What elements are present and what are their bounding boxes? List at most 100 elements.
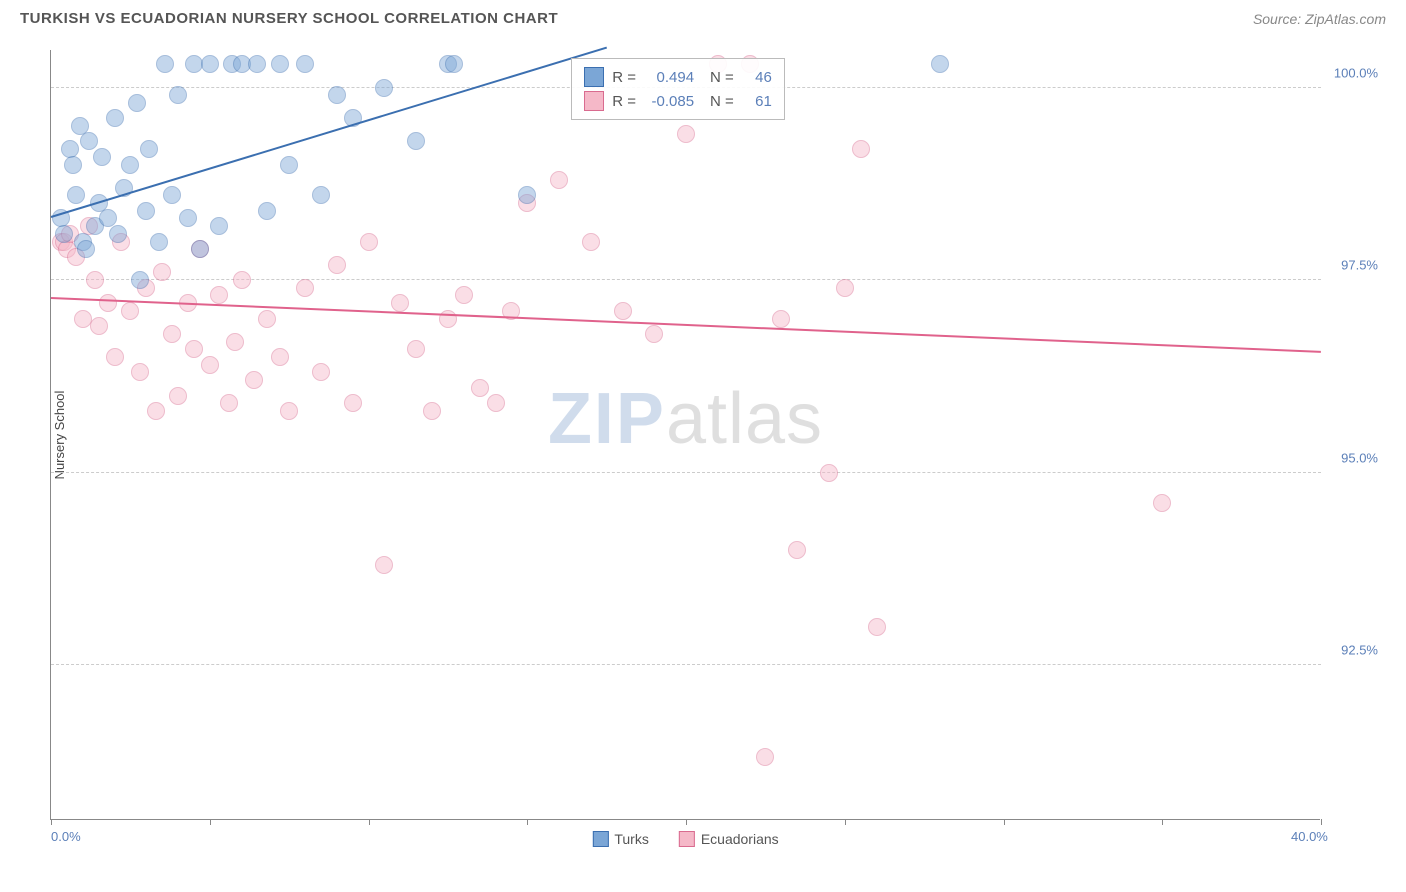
data-point-turks xyxy=(106,109,124,127)
data-point-ecuadorians xyxy=(852,140,870,158)
data-point-ecuadorians xyxy=(258,310,276,328)
data-point-ecuadorians xyxy=(344,394,362,412)
legend-r-label: R = xyxy=(612,93,636,110)
data-point-turks xyxy=(375,79,393,97)
data-point-ecuadorians xyxy=(169,387,187,405)
legend-n-value: 46 xyxy=(742,69,772,86)
x-tick xyxy=(1321,819,1322,825)
data-point-ecuadorians xyxy=(423,402,441,420)
legend-item-turks: Turks xyxy=(592,831,648,847)
legend-r-value: 0.494 xyxy=(644,69,694,86)
data-point-ecuadorians xyxy=(226,333,244,351)
legend-r-label: R = xyxy=(612,69,636,86)
watermark-zip: ZIP xyxy=(548,379,666,459)
x-tick-label: 0.0% xyxy=(51,829,81,844)
data-point-turks xyxy=(55,225,73,243)
data-point-ecuadorians xyxy=(772,310,790,328)
data-point-turks xyxy=(93,148,111,166)
grid-line xyxy=(51,664,1321,665)
data-point-ecuadorians xyxy=(471,379,489,397)
data-point-ecuadorians xyxy=(220,394,238,412)
data-point-ecuadorians xyxy=(487,394,505,412)
data-point-ecuadorians xyxy=(147,402,165,420)
data-point-turks xyxy=(191,240,209,258)
legend-label: Ecuadorians xyxy=(701,831,779,847)
series-legend: Turks Ecuadorians xyxy=(592,831,778,847)
data-point-ecuadorians xyxy=(439,310,457,328)
data-point-ecuadorians xyxy=(280,402,298,420)
data-point-turks xyxy=(518,186,536,204)
data-point-ecuadorians xyxy=(271,348,289,366)
data-point-ecuadorians xyxy=(677,125,695,143)
watermark: ZIPatlas xyxy=(548,378,823,460)
data-point-turks xyxy=(67,186,85,204)
data-point-turks xyxy=(201,55,219,73)
data-point-turks xyxy=(64,156,82,174)
x-tick-label: 40.0% xyxy=(1291,829,1328,844)
data-point-turks xyxy=(163,186,181,204)
data-point-ecuadorians xyxy=(614,302,632,320)
data-point-turks xyxy=(271,55,289,73)
data-point-turks xyxy=(140,140,158,158)
data-point-turks xyxy=(328,86,346,104)
source-attribution: Source: ZipAtlas.com xyxy=(1253,11,1386,27)
correlation-legend: R =0.494N =46R =-0.085N =61 xyxy=(571,58,785,120)
data-point-ecuadorians xyxy=(868,618,886,636)
data-point-ecuadorians xyxy=(210,286,228,304)
data-point-ecuadorians xyxy=(106,348,124,366)
data-point-ecuadorians xyxy=(121,302,139,320)
data-point-turks xyxy=(131,271,149,289)
legend-swatch xyxy=(592,831,608,847)
data-point-ecuadorians xyxy=(328,256,346,274)
data-point-ecuadorians xyxy=(312,363,330,381)
data-point-turks xyxy=(258,202,276,220)
data-point-ecuadorians xyxy=(836,279,854,297)
data-point-turks xyxy=(280,156,298,174)
data-point-turks xyxy=(156,55,174,73)
data-point-turks xyxy=(121,156,139,174)
y-tick-label: 95.0% xyxy=(1341,450,1378,465)
data-point-ecuadorians xyxy=(582,233,600,251)
data-point-ecuadorians xyxy=(550,171,568,189)
data-point-ecuadorians xyxy=(455,286,473,304)
x-tick xyxy=(686,819,687,825)
data-point-ecuadorians xyxy=(163,325,181,343)
data-point-ecuadorians xyxy=(407,340,425,358)
x-tick xyxy=(527,819,528,825)
legend-swatch xyxy=(584,91,604,111)
data-point-ecuadorians xyxy=(90,317,108,335)
data-point-ecuadorians xyxy=(391,294,409,312)
data-point-ecuadorians xyxy=(645,325,663,343)
data-point-turks xyxy=(248,55,266,73)
plot-area: ZIPatlas 92.5%95.0%97.5%100.0%0.0%40.0%R… xyxy=(50,50,1320,820)
y-tick-label: 100.0% xyxy=(1334,65,1378,80)
data-point-ecuadorians xyxy=(131,363,149,381)
legend-n-value: 61 xyxy=(742,93,772,110)
data-point-turks xyxy=(445,55,463,73)
legend-r-value: -0.085 xyxy=(644,93,694,110)
data-point-turks xyxy=(128,94,146,112)
data-point-ecuadorians xyxy=(360,233,378,251)
data-point-turks xyxy=(407,132,425,150)
chart-title: TURKISH VS ECUADORIAN NURSERY SCHOOL COR… xyxy=(20,10,558,27)
data-point-turks xyxy=(109,225,127,243)
data-point-ecuadorians xyxy=(788,541,806,559)
data-point-ecuadorians xyxy=(756,748,774,766)
data-point-ecuadorians xyxy=(99,294,117,312)
data-point-turks xyxy=(210,217,228,235)
legend-row-turks: R =0.494N =46 xyxy=(584,65,772,89)
x-tick xyxy=(845,819,846,825)
x-tick xyxy=(1162,819,1163,825)
data-point-ecuadorians xyxy=(86,271,104,289)
legend-item-ecuadorians: Ecuadorians xyxy=(679,831,779,847)
data-point-ecuadorians xyxy=(185,340,203,358)
legend-swatch xyxy=(584,67,604,87)
data-point-turks xyxy=(169,86,187,104)
x-tick xyxy=(369,819,370,825)
data-point-turks xyxy=(179,209,197,227)
x-tick xyxy=(51,819,52,825)
y-tick-label: 92.5% xyxy=(1341,643,1378,658)
data-point-turks xyxy=(80,132,98,150)
x-tick xyxy=(1004,819,1005,825)
data-point-ecuadorians xyxy=(296,279,314,297)
